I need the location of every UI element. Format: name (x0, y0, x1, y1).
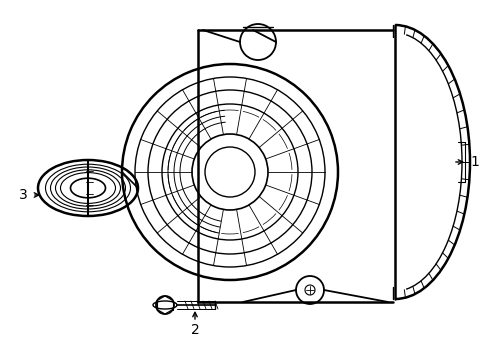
Text: 1: 1 (469, 155, 478, 169)
Text: 2: 2 (190, 323, 199, 337)
Text: 3: 3 (19, 188, 28, 202)
